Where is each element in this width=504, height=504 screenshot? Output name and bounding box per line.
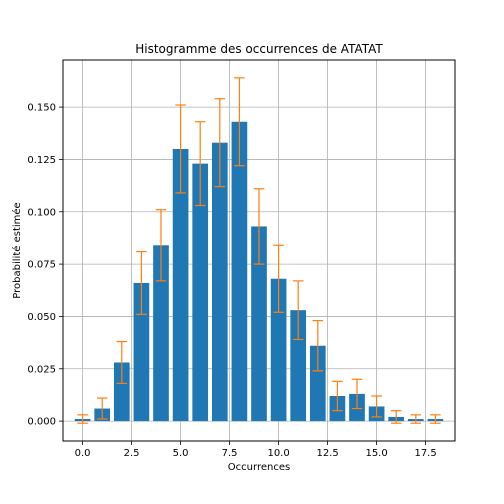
- y-tick-label: 0.050: [27, 312, 56, 323]
- error-bar-15: [371, 395, 382, 418]
- error-bar-6: [194, 121, 206, 207]
- x-tick-label: 12.5: [316, 448, 338, 459]
- error-bars: [77, 77, 441, 424]
- plot-frame: [62, 59, 456, 442]
- bar-6: [192, 163, 209, 422]
- x-axis-label: Occurrences: [228, 462, 290, 473]
- error-bar-13: [332, 380, 343, 412]
- error-bar-1: [96, 397, 108, 420]
- error-bar-3: [136, 250, 147, 315]
- error-bar-5: [175, 104, 186, 194]
- error-bar-2: [116, 340, 128, 385]
- bar-10: [270, 278, 287, 422]
- error-bar-7: [214, 98, 226, 188]
- error-bar-12: [312, 320, 324, 372]
- x-tick-label: 10.0: [267, 448, 289, 459]
- error-bar-17: [410, 414, 422, 424]
- y-tick-label: 0.025: [27, 364, 56, 375]
- y-tick-label: 0.125: [27, 155, 56, 166]
- y-tick-label: 0.000: [27, 417, 56, 428]
- bar-12: [309, 345, 326, 422]
- error-bar-10: [273, 244, 284, 313]
- y-axis-ticks: 0.000 0.025 0.050 0.075 0.100 0.125 0.150: [27, 103, 63, 428]
- bar-4: [153, 245, 169, 422]
- bar-5: [172, 148, 189, 422]
- error-bar-0: [77, 414, 88, 424]
- error-bar-8: [234, 77, 245, 167]
- bar-11: [290, 310, 307, 422]
- error-bar-11: [292, 280, 304, 341]
- error-bar-16: [390, 410, 402, 424]
- x-tick-label: 15.0: [365, 448, 387, 459]
- y-tick-label: 0.075: [27, 260, 56, 271]
- x-tick-label: 17.5: [414, 448, 436, 459]
- y-axis-label: Probabilité estimée: [11, 202, 23, 298]
- bars: [74, 121, 444, 422]
- y-tick-label: 0.100: [27, 207, 56, 218]
- x-tick-label: 7.5: [222, 448, 238, 459]
- x-tick-label: 5.0: [173, 448, 189, 459]
- error-bar-14: [351, 378, 363, 410]
- error-bar-9: [253, 188, 265, 265]
- bar-9: [251, 226, 267, 422]
- error-bar-4: [155, 209, 167, 282]
- error-bar-18: [430, 414, 441, 424]
- chart-title: Histogramme des occurrences de ATATAT: [135, 42, 383, 56]
- bar-7: [211, 142, 228, 422]
- bar-8: [231, 121, 248, 422]
- x-axis-ticks: 0.0 2.5 5.0 7.5 10.0 12.5 15.0 17.5: [75, 441, 437, 459]
- bar-3: [133, 282, 150, 422]
- x-tick-label: 2.5: [124, 448, 140, 459]
- x-tick-label: 0.0: [75, 448, 91, 459]
- y-tick-label: 0.150: [27, 103, 56, 114]
- bar-2: [113, 362, 130, 422]
